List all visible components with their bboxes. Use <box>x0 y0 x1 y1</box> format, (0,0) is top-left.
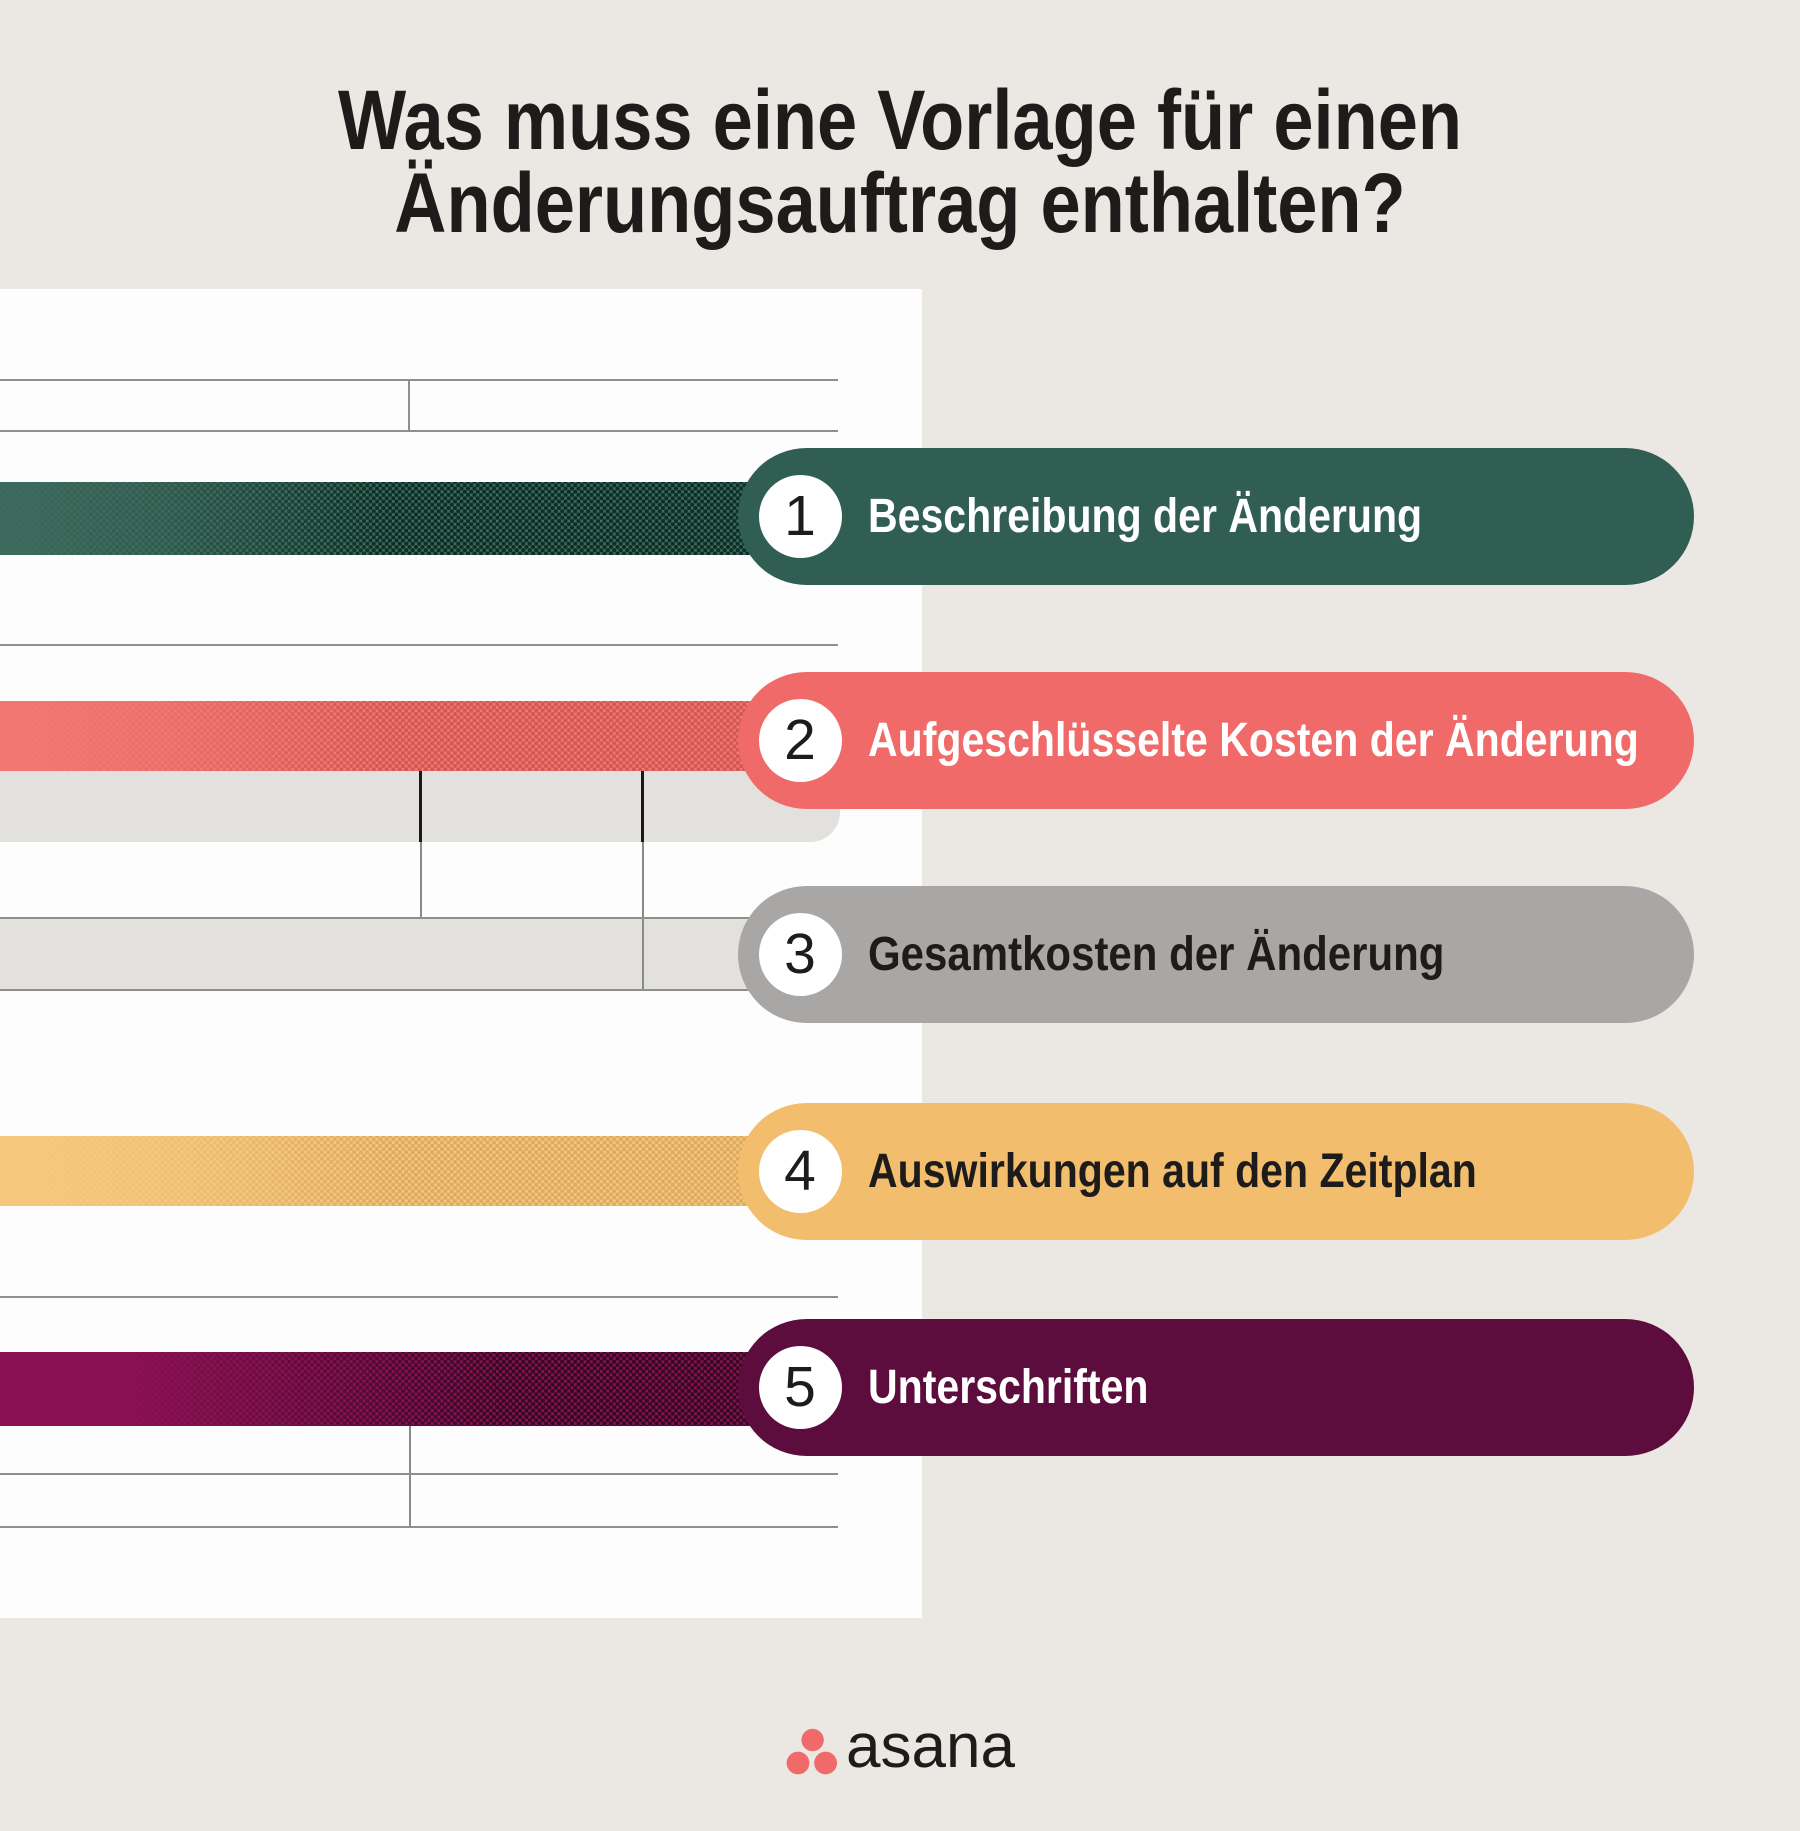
svg-text:asana: asana <box>846 1712 1015 1781</box>
